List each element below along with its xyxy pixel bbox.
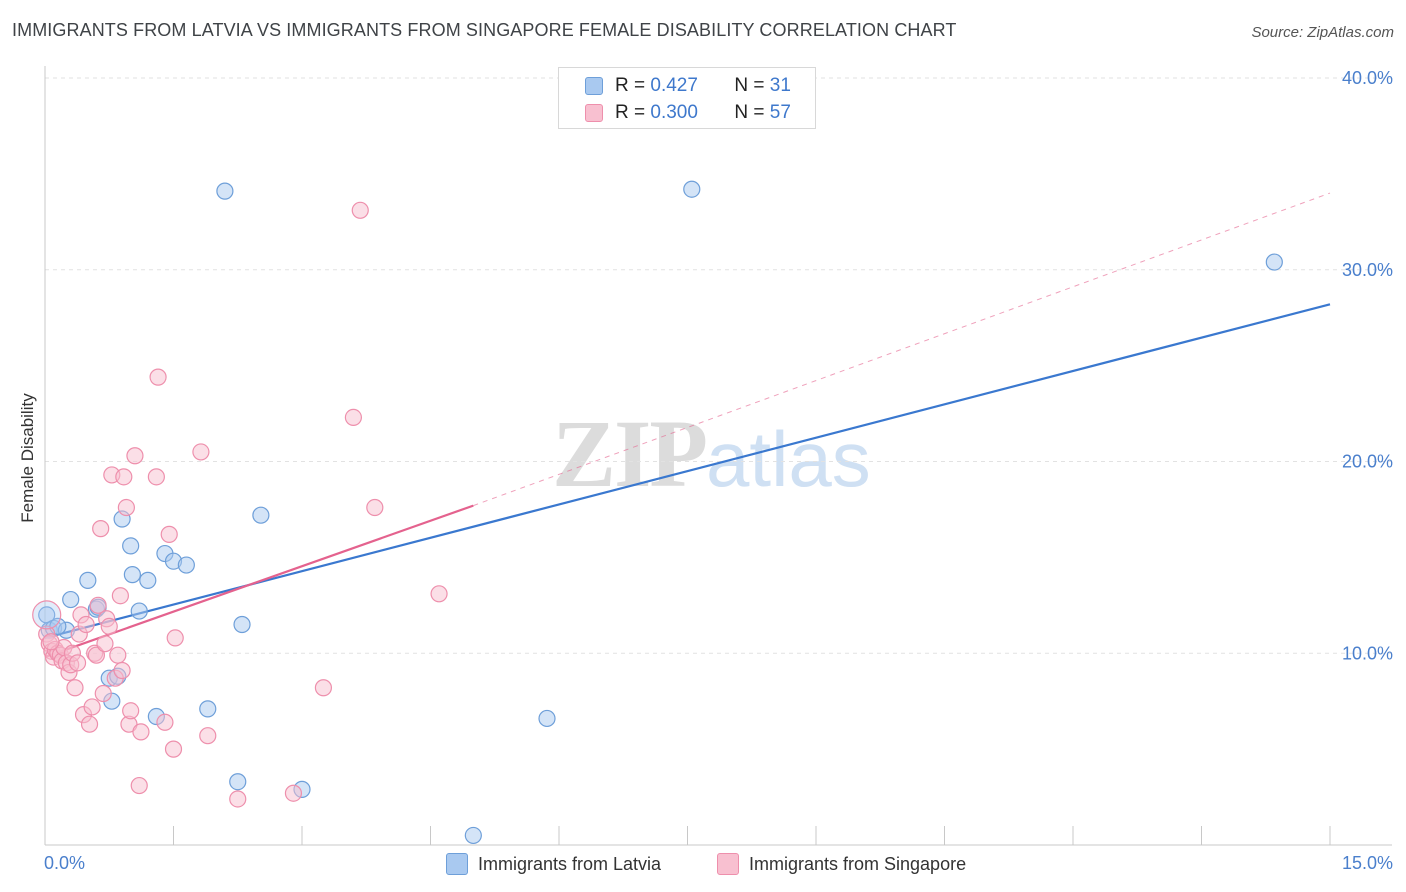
point-singapore [130, 776, 148, 795]
point-singapore [149, 368, 167, 386]
r-label: R = [615, 102, 646, 123]
n-value: 57 [769, 102, 791, 123]
chart-title: IMMIGRANTS FROM LATVIA VS IMMIGRANTS FRO… [12, 20, 957, 40]
point-latvia [233, 615, 251, 634]
point-singapore [115, 468, 133, 486]
stats-legend: R = 0.427 N = 31 R = 0.300 N = 57 [558, 67, 816, 129]
r-value: 0.300 [650, 102, 698, 123]
singapore-swatch [585, 104, 603, 122]
point-singapore [77, 615, 95, 634]
x-tick-label: 0.0% [44, 853, 85, 873]
gridlines [45, 77, 1392, 654]
x-tick-label: 15.0% [1342, 853, 1393, 873]
trendline-singapore-extension [473, 192, 1331, 507]
point-singapore [351, 201, 369, 219]
point-singapore [160, 525, 178, 543]
point-singapore [42, 633, 60, 651]
legend-item-latvia[interactable]: Immigrants from Latvia [446, 851, 661, 877]
point-cluster [32, 600, 62, 630]
point-latvia [139, 571, 157, 589]
point-singapore [156, 713, 174, 731]
point-singapore [229, 790, 247, 808]
point-latvia [1265, 253, 1283, 271]
point-singapore [199, 727, 217, 745]
stats-legend-latvia: R = 0.427 N = 31 [585, 73, 791, 99]
n-label: N = [734, 75, 765, 96]
point-singapore [284, 784, 303, 802]
point-singapore [80, 715, 99, 733]
singapore-legend-label: Immigrants from Singapore [749, 853, 967, 874]
trendlines [44, 192, 1331, 659]
point-latvia [216, 182, 234, 200]
point-singapore [96, 635, 114, 653]
point-singapore [366, 498, 384, 517]
point-singapore [68, 654, 87, 672]
point-singapore [92, 520, 110, 538]
point-singapore [126, 447, 144, 465]
point-latvia [177, 556, 195, 574]
point-singapore [89, 596, 107, 614]
point-latvia [538, 709, 556, 728]
point-singapore [117, 498, 135, 517]
point-singapore [109, 646, 127, 664]
point-latvia [123, 566, 141, 584]
point-singapore [113, 661, 131, 680]
point-latvia [199, 700, 217, 718]
singapore-legend-swatch [717, 853, 739, 875]
point-latvia [229, 773, 247, 791]
point-latvia [62, 590, 80, 609]
point-singapore [94, 684, 112, 703]
legend-item-singapore[interactable]: Immigrants from Singapore [717, 851, 966, 877]
source-label: Source: ZipAtlas.com [1251, 24, 1394, 41]
r-value: 0.427 [650, 75, 698, 96]
latvia-swatch [585, 77, 603, 95]
n-label: N = [734, 102, 765, 123]
point-singapore [164, 740, 183, 758]
point-singapore [192, 443, 210, 461]
latvia-legend-swatch [446, 853, 468, 875]
point-singapore [132, 723, 150, 741]
data-points [32, 180, 1283, 845]
point-singapore [83, 698, 101, 716]
point-latvia [252, 506, 270, 524]
r-label: R = [615, 75, 646, 96]
point-singapore [344, 408, 362, 426]
point-singapore [314, 679, 333, 697]
point-singapore [122, 702, 140, 720]
point-singapore [430, 585, 448, 603]
y-tick-label: 20.0% [1342, 452, 1393, 472]
point-singapore [147, 468, 165, 486]
y-tick-label: 10.0% [1342, 643, 1393, 663]
axes [44, 66, 1392, 846]
point-latvia [122, 537, 140, 555]
y-axis-label: Female Disability [18, 393, 37, 523]
point-latvia [130, 602, 148, 620]
tick-labels: 10.0% 20.0% 30.0% 40.0% 0.0% 15.0% [44, 68, 1393, 873]
point-singapore [66, 679, 84, 697]
n-value: 31 [769, 75, 791, 96]
point-singapore [111, 587, 129, 605]
y-tick-label: 30.0% [1342, 260, 1393, 280]
point-latvia [79, 571, 97, 589]
y-tick-label: 40.0% [1342, 68, 1393, 88]
point-latvia [683, 180, 701, 198]
point-singapore [100, 617, 118, 636]
point-singapore [87, 646, 106, 664]
trendline-singapore [44, 504, 474, 659]
latvia-legend-label: Immigrants from Latvia [478, 853, 662, 874]
point-singapore [166, 629, 184, 647]
point-latvia [464, 826, 482, 845]
stats-legend-singapore: R = 0.300 N = 57 [585, 100, 791, 126]
